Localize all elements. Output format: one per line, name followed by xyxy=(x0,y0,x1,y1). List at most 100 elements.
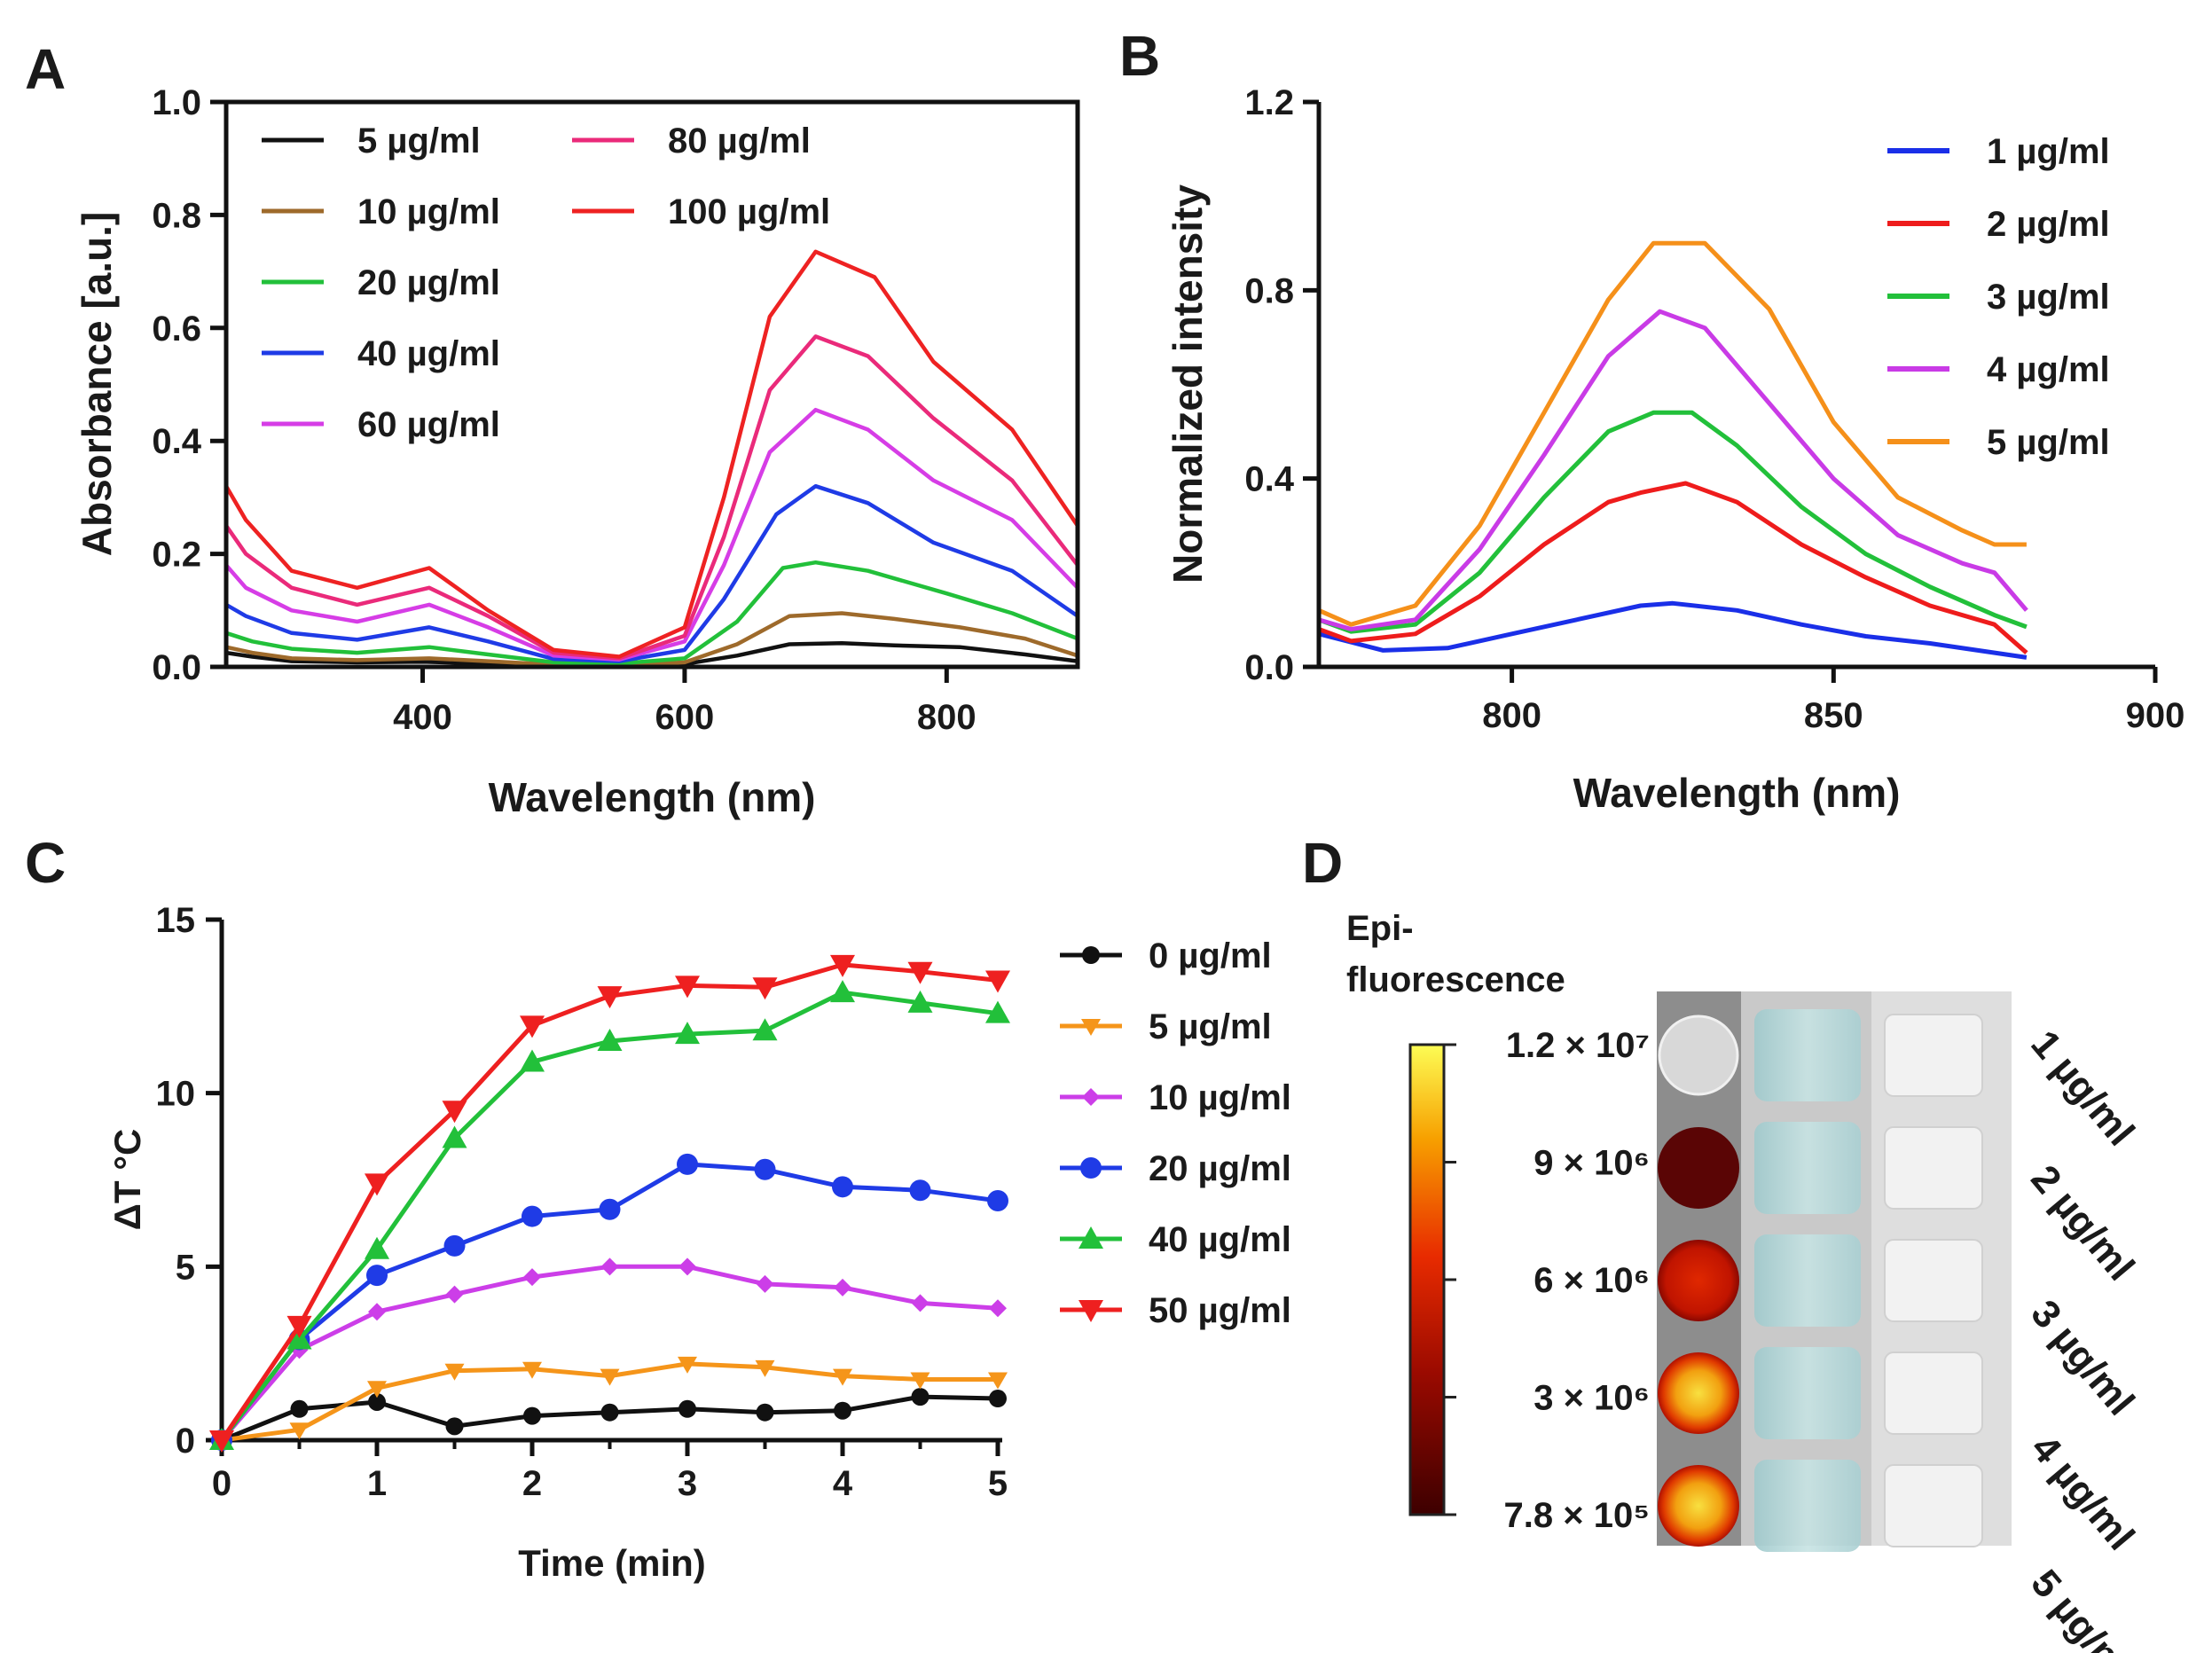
panel-b-chart: 800 850 900 0.0 0.4 0.8 1.2 Wavelength (nm) No… xyxy=(1165,83,2185,816)
panel-c-data-point xyxy=(600,1403,619,1422)
panel-b-series-line-5 xyxy=(1317,240,2027,627)
tube-cap xyxy=(1754,1009,1861,1101)
panel-c-data-point xyxy=(209,1430,234,1453)
well-signal xyxy=(1658,1465,1739,1547)
panel-c-x-tick-label: 5 xyxy=(988,1464,1008,1503)
panel-a-series-line-3 xyxy=(225,560,1079,666)
panel-b-legend-label: 3 µg/ml xyxy=(1987,278,2110,317)
panel-label-c: C xyxy=(25,831,66,895)
colorbar xyxy=(1408,1043,1446,1516)
panel-c-data-point xyxy=(911,1294,930,1312)
tube-cap xyxy=(1754,1460,1861,1552)
tube-body xyxy=(1884,1126,1983,1210)
panel-a-series-line-2 xyxy=(225,611,1079,668)
panel-a-series-line-7 xyxy=(224,249,1079,659)
panel-b-legend-label: 4 µg/ml xyxy=(1987,350,2110,389)
panel-c-data-point xyxy=(832,1176,853,1198)
panel-a-legend: 5 µg/ml 10 µg/ml 20 µg/ml 40 µg/ml 60 µg/ml 8… xyxy=(262,121,830,444)
panel-b-y-tick-label: 1.2 xyxy=(1244,83,1294,122)
panel-c-legend-label: 40 µg/ml xyxy=(1149,1220,1291,1259)
panel-c-data-point xyxy=(679,1399,696,1418)
panel-c-data-point xyxy=(368,1303,386,1321)
panel-a-y-tick-label: 0.8 xyxy=(152,196,201,235)
panel-b-legend: 1 µg/ml 2 µg/ml 3 µg/ml 4 µg/ml 5 µg/ml xyxy=(1887,132,2110,462)
panel-a-y-tick-label: 0.6 xyxy=(152,309,201,349)
panel-c-data-point xyxy=(830,980,855,1003)
panel-c-data-point xyxy=(368,1392,386,1411)
panel-b-series-line-1 xyxy=(1318,600,2028,660)
tube-body xyxy=(1884,1014,1983,1097)
panel-c-x-tick-label: 0 xyxy=(212,1464,231,1503)
panel-c-legend-marker xyxy=(1080,1157,1102,1179)
panel-c-x-tick-label: 3 xyxy=(678,1464,697,1503)
sample-concentration-label: 4 µg/ml xyxy=(2022,1427,2143,1558)
panel-c-data-point xyxy=(911,1388,930,1406)
panel-c-data-point xyxy=(752,1018,778,1041)
panel-c-data-point xyxy=(367,1381,387,1398)
tube-body xyxy=(1884,1464,1983,1547)
panel-b-series-line-4 xyxy=(1318,309,2028,631)
panel-c-data-point xyxy=(679,1257,696,1276)
panel-c-data-point xyxy=(907,961,933,984)
panel-a-y-tick-label: 0.4 xyxy=(152,422,201,461)
panel-c-legend-label: 50 µg/ml xyxy=(1149,1291,1291,1330)
sample-concentration-label: 3 µg/ml xyxy=(2022,1292,2143,1423)
panel-c-x-tick-label: 4 xyxy=(833,1464,853,1503)
well-signal xyxy=(1658,1015,1739,1096)
panel-a-legend-label: 10 µg/ml xyxy=(357,192,500,231)
panel-b-legend-label: 2 µg/ml xyxy=(1987,205,2110,244)
panel-b-legend-label: 1 µg/ml xyxy=(1987,132,2110,171)
sample-labels: 1 µg/ml2 µg/ml3 µg/ml4 µg/ml5 µg/ml xyxy=(2022,1022,2143,1653)
panel-c-legend-label: 5 µg/ml xyxy=(1149,1007,1272,1046)
panel-c-data-point xyxy=(833,1368,852,1386)
panel-a-plot-frame xyxy=(224,99,1080,670)
panel-c-y-tick-label: 10 xyxy=(156,1075,196,1114)
sample-concentration-label: 2 µg/ml xyxy=(2022,1157,2143,1289)
well-signal xyxy=(1658,1127,1739,1209)
panel-a-legend-label: 80 µg/ml xyxy=(668,121,811,161)
panel-c-data-point xyxy=(678,1356,697,1374)
panel-b-series-line-3 xyxy=(1318,410,2028,634)
panel-c-data-point xyxy=(754,1158,776,1180)
colorbar-tick-label: 3 × 10⁶ xyxy=(1533,1379,1650,1418)
panel-c-data-point xyxy=(677,1153,698,1175)
panel-c-data-point xyxy=(522,1361,542,1379)
panel-c-legend-marker xyxy=(1081,1019,1101,1036)
panel-c-data-point xyxy=(522,1205,543,1227)
panel-c-data-point xyxy=(290,1399,309,1418)
panel-a-ticks: 400 600 800 0.0 0.2 0.4 0.6 0.8 1.0 xyxy=(152,83,976,737)
panel-c-data-point xyxy=(600,1257,619,1276)
tube-body xyxy=(1884,1351,1983,1435)
panel-c-data-point xyxy=(289,1422,310,1440)
panel-c-data-point xyxy=(444,1363,465,1381)
panel-b-x-tick-label: 900 xyxy=(2126,696,2185,735)
panel-c-data-point xyxy=(520,1049,545,1072)
panel-b-series-lines xyxy=(1317,240,2028,660)
panel-c-data-point xyxy=(520,1015,545,1038)
tube-cap xyxy=(1754,1122,1861,1214)
panel-a-legend-label: 40 µg/ml xyxy=(357,334,500,373)
panel-c-data-point xyxy=(675,1022,700,1045)
panel-c-series xyxy=(209,954,1010,1453)
tube-cap xyxy=(1754,1234,1861,1327)
imaging-samples xyxy=(1658,1009,1983,1552)
panel-c-legend: 0 µg/ml 5 µg/ml 10 µg/ml 20 µg/ml 40 µg/ml 50… xyxy=(1060,936,1291,1330)
panel-d-imaging: Epi- fluorescence 1.2 × 10⁷ 9 × 10⁶ 6 × 10… xyxy=(1346,909,2143,1653)
panel-c-x-axis-label: Time (min) xyxy=(518,1542,706,1584)
panel-c-data-point xyxy=(597,986,623,1009)
tube-body xyxy=(1884,1239,1983,1322)
panel-a-series-lines xyxy=(224,249,1079,668)
panel-label-a: A xyxy=(25,37,66,101)
panel-c-data-point xyxy=(597,1028,623,1051)
panel-c-data-point xyxy=(830,954,855,977)
panel-c-data-point xyxy=(675,975,700,999)
panel-c-chart: 0 1 2 3 4 5 0 5 10 15 Time (min) ΔT °C 0 µg/ml 5 µ… xyxy=(106,901,1291,1584)
panel-b-ticks: 800 850 900 0.0 0.4 0.8 1.2 xyxy=(1244,83,2185,735)
panel-b-y-tick-label: 0.0 xyxy=(1244,648,1294,687)
colorbar-tick-label: 9 × 10⁶ xyxy=(1533,1144,1650,1183)
panel-c-data-point xyxy=(600,1368,620,1386)
panel-c-data-point xyxy=(756,1403,774,1422)
colorbar-tick-label: 1.2 × 10⁷ xyxy=(1506,1026,1650,1065)
panel-c-data-point xyxy=(755,1359,775,1377)
well-signal xyxy=(1658,1240,1739,1321)
